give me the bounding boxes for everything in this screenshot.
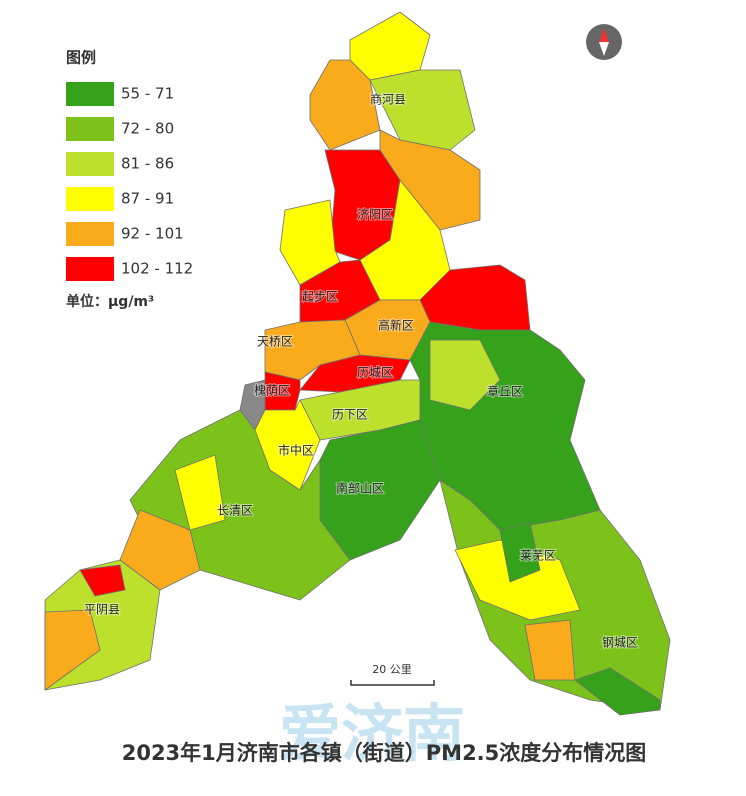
region — [174, 454, 226, 531]
region — [309, 59, 381, 151]
district-label: 长清区 — [217, 504, 253, 518]
district-label: 济阳区 — [357, 207, 393, 222]
district-label: 市中区 — [278, 443, 314, 458]
compass-needle — [599, 28, 609, 42]
district-label: 起步区 — [302, 290, 338, 304]
region — [574, 667, 661, 716]
district-label: 莱芜区 — [520, 549, 556, 563]
district-label: 平阴县 — [84, 603, 120, 617]
district-label: 钢城区 — [602, 636, 638, 650]
region — [79, 564, 126, 597]
region — [254, 399, 321, 491]
legend-swatch — [66, 82, 114, 106]
district-label: 南部山区 — [336, 481, 384, 496]
legend-label: 92 - 101 — [121, 225, 184, 243]
district-label: 章丘区 — [487, 384, 523, 399]
district-label: 历城区 — [357, 366, 393, 380]
legend-swatch — [66, 222, 114, 246]
district-label: 历下区 — [332, 408, 368, 422]
legend-label: 87 - 91 — [121, 190, 174, 208]
district-label: 商河县 — [370, 92, 406, 107]
legend-swatch — [66, 257, 114, 281]
map-regions — [44, 11, 671, 716]
compass — [586, 24, 622, 60]
region — [499, 521, 541, 583]
legend-label: 102 - 112 — [121, 260, 193, 278]
legend-swatch — [66, 117, 114, 141]
legend-label: 55 - 71 — [121, 85, 174, 103]
legend-label: 81 - 86 — [121, 155, 174, 173]
unit-label: 单位：μg/m³ — [66, 293, 154, 310]
legend-label: 72 - 80 — [121, 120, 174, 138]
district-label: 高新区 — [378, 318, 414, 333]
scale-label: 20 公里 — [372, 663, 412, 676]
map-title: 2023年1月济南市各镇（街道）PM2.5浓度分布情况图 — [122, 741, 647, 765]
scale-bar: 20 公里 — [350, 663, 435, 686]
region — [454, 539, 581, 621]
region — [44, 609, 101, 691]
district-label: 天桥区 — [257, 335, 293, 349]
region — [119, 509, 201, 591]
legend: 图例 单位：μg/m³ 55 - 71 72 - 80 81 - 86 87 - 91… — [66, 49, 193, 310]
region — [299, 379, 421, 441]
legend-title: 图例 — [66, 49, 96, 67]
legend-swatch — [66, 187, 114, 211]
legend-swatch — [66, 152, 114, 176]
compass-needle — [599, 42, 609, 56]
district-label: 槐荫区 — [254, 383, 290, 398]
watermark: 爱济南 — [279, 697, 465, 770]
region — [429, 339, 501, 411]
scale-line — [350, 680, 435, 686]
district-labels: 商河县 济阳区 起步区 高新区 天桥区 历城区 槐荫区 历下区 市中区 章丘区 … — [83, 91, 639, 651]
